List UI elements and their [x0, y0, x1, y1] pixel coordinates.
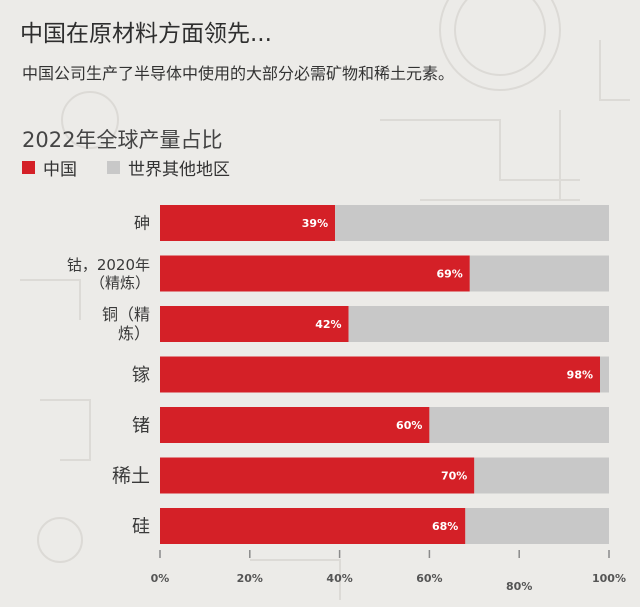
legend-label-rest-of-world: 世界其他地区: [128, 160, 230, 180]
bar-china: [160, 205, 336, 241]
bar-china: [160, 356, 601, 393]
data-label: 70%: [441, 470, 467, 483]
legend-swatch-rest-of-world: [107, 161, 120, 174]
data-label: 42%: [315, 318, 341, 331]
legend-swatch-china: [22, 161, 35, 174]
category-label: 稀土: [112, 465, 150, 487]
category-label: 砷: [134, 214, 150, 233]
x-tick-label: 20%: [237, 572, 263, 585]
category-label: 锗: [132, 415, 150, 436]
data-label: 69%: [436, 268, 462, 281]
x-tick-label: 0%: [151, 572, 170, 585]
data-label: 68%: [432, 520, 458, 533]
bar-rest-of-world: [429, 407, 609, 443]
bar-rest-of-world: [600, 356, 609, 393]
chart-title: 2022年全球产量占比: [22, 128, 223, 152]
category-label: 硅: [132, 516, 150, 537]
legend-item-rest-of-world: 世界其他地区: [107, 155, 230, 180]
bar-rest-of-world: [474, 457, 609, 494]
data-label: 39%: [302, 217, 328, 230]
bar-rest-of-world: [348, 306, 609, 342]
bar-china: [160, 255, 470, 292]
x-tick-label: 60%: [416, 572, 442, 585]
legend-label-china: 中国: [43, 160, 77, 180]
category-label: 铜（精炼）: [102, 305, 150, 343]
bar-china: [160, 457, 475, 494]
bar-china: [160, 306, 349, 342]
subtitle: 中国公司生产了半导体中使用的大部分必需矿物和稀土元素。: [22, 64, 455, 83]
bar-china: [160, 407, 430, 443]
legend-item-china: 中国: [22, 155, 77, 180]
bar-rest-of-world: [335, 205, 609, 241]
category-label: 镓: [132, 365, 150, 386]
x-tick-label: 80%: [506, 580, 532, 593]
category-label: 钴，2020年（精炼）: [67, 256, 150, 292]
x-tick-label: 100%: [592, 572, 626, 585]
x-tick-label: 40%: [326, 572, 352, 585]
data-label: 60%: [396, 419, 422, 432]
data-label: 98%: [567, 369, 593, 382]
bar-china: [160, 508, 466, 544]
bar-rest-of-world: [465, 508, 609, 544]
bar-rest-of-world: [469, 255, 609, 292]
legend: 中国 世界其他地区: [22, 155, 260, 180]
headline: 中国在原材料方面领先...: [20, 21, 272, 47]
